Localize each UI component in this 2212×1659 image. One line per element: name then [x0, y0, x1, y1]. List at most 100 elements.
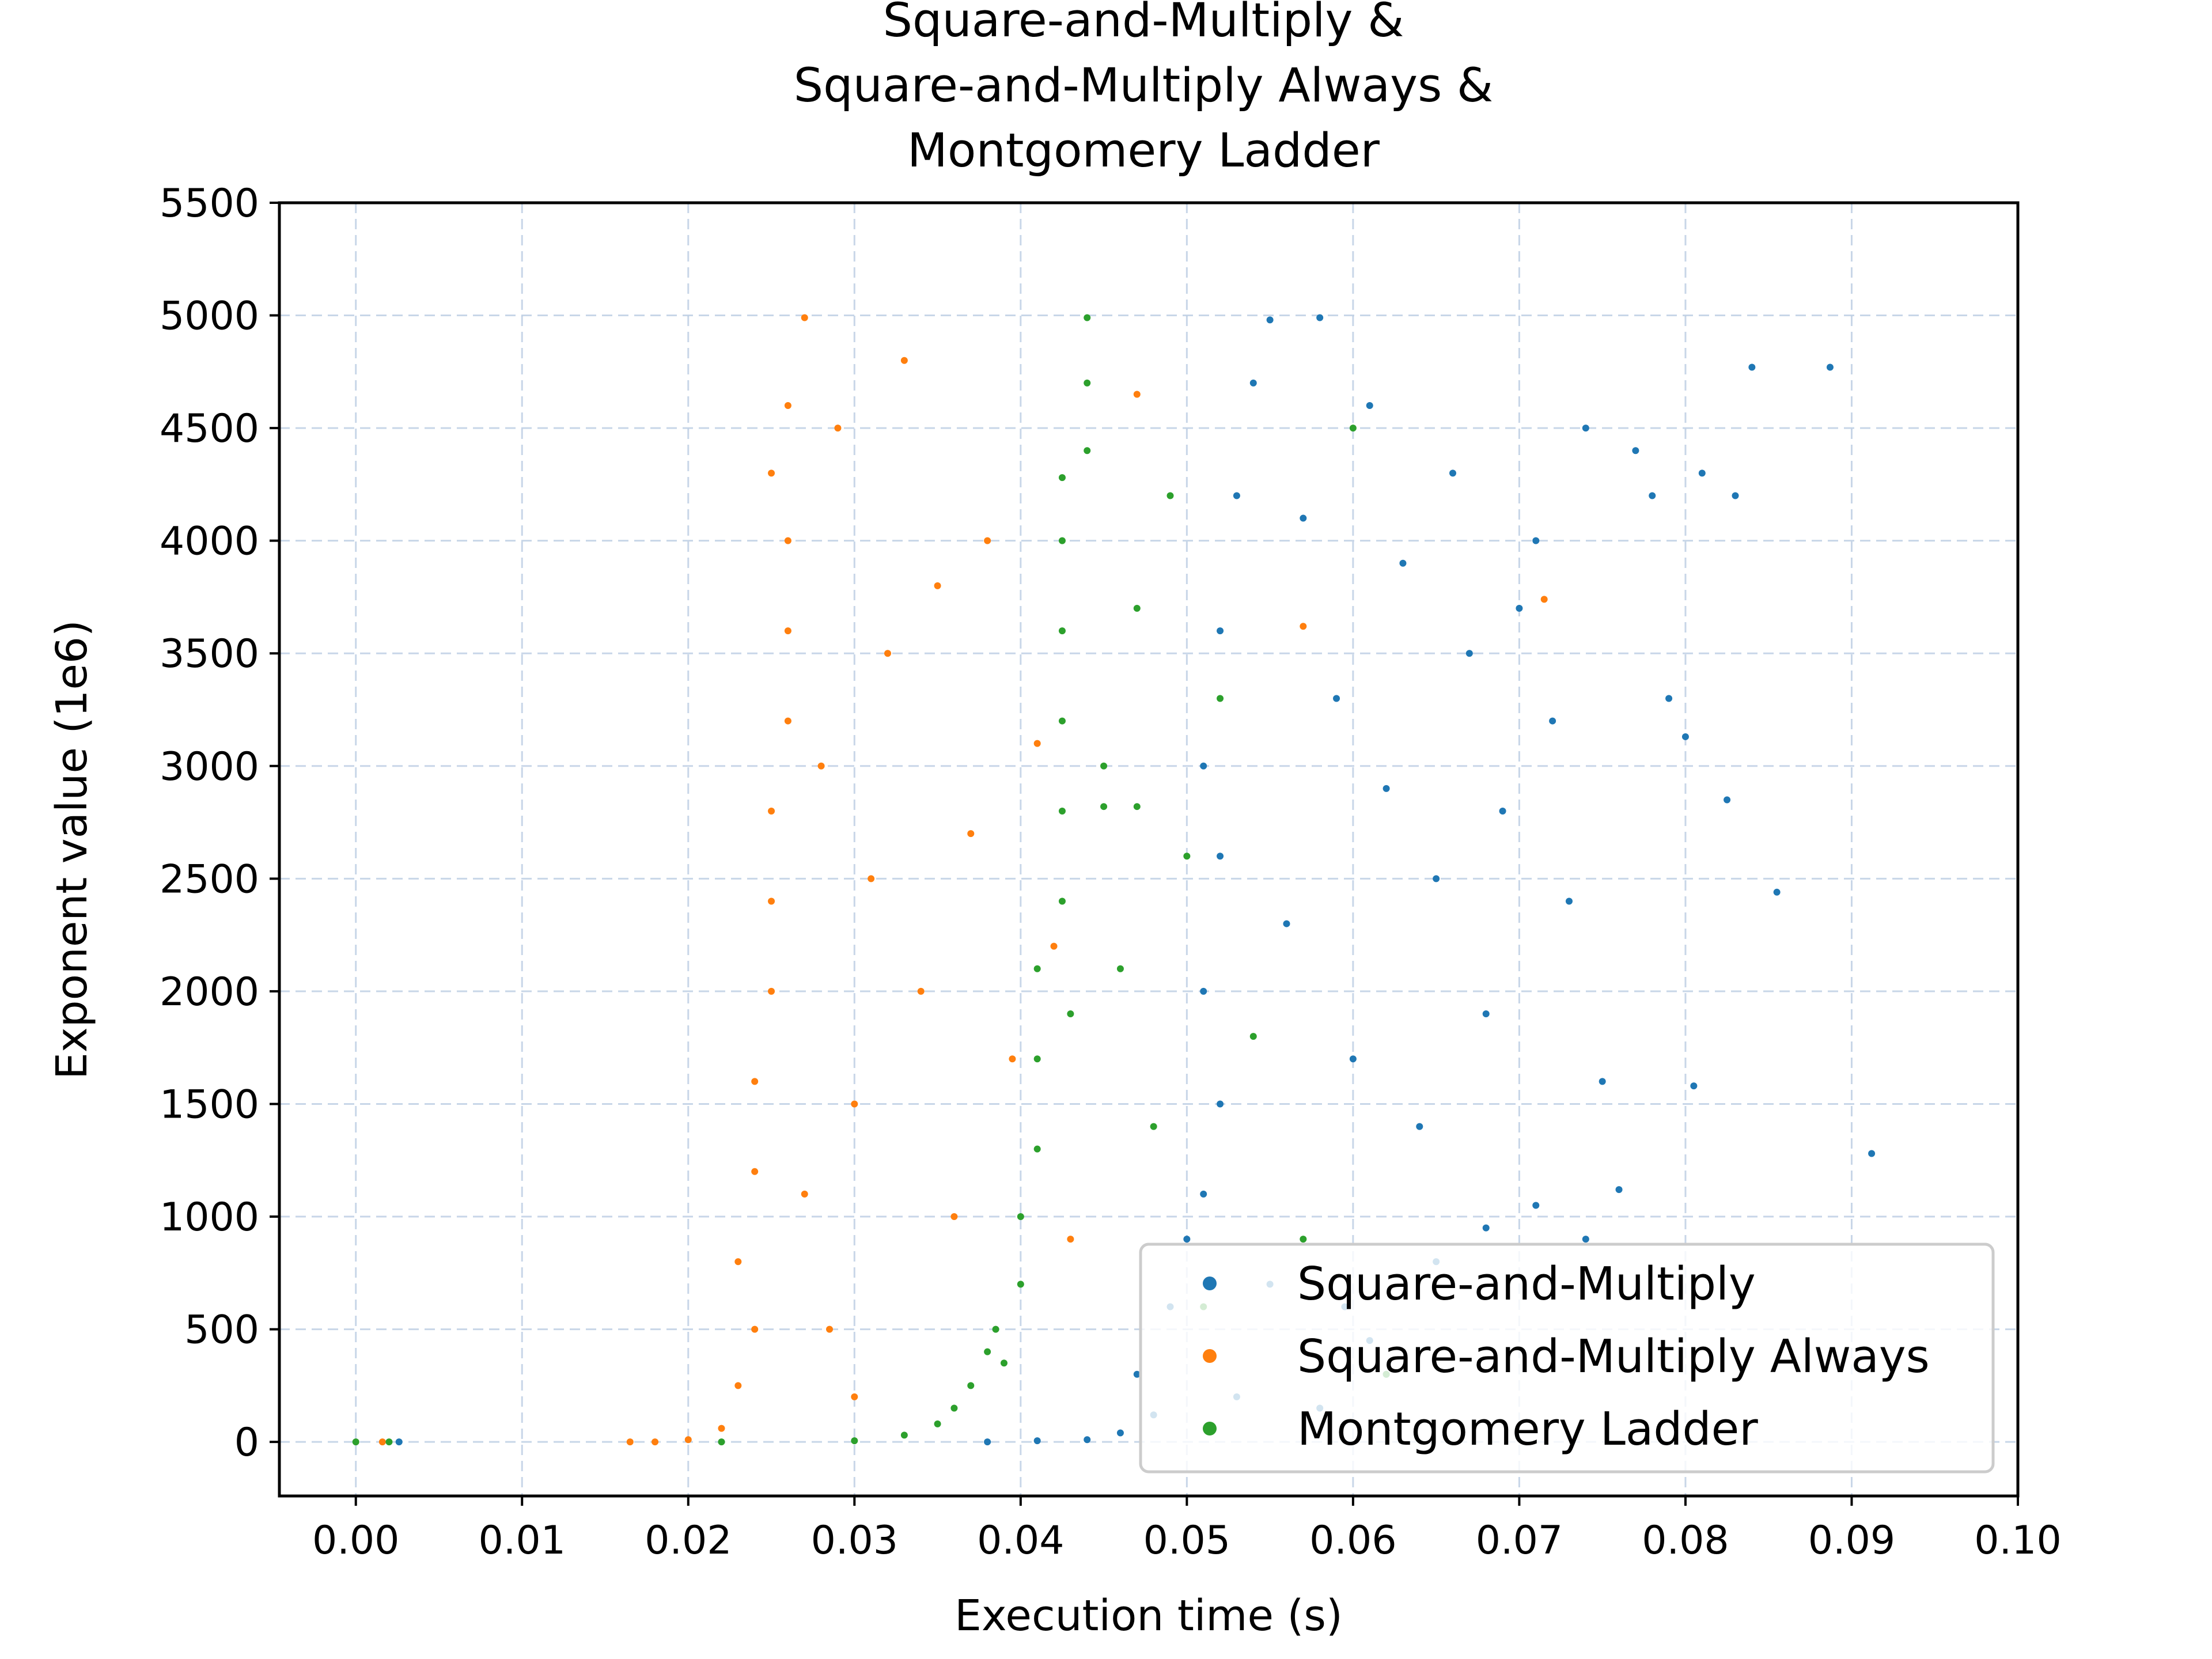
- legend-label-square-and-multiply-always: Square-and-Multiply Always: [1297, 1330, 1930, 1383]
- title-line-1: Square-and-Multiply &: [883, 0, 1404, 48]
- data-point: [1200, 762, 1207, 770]
- data-point: [1017, 1213, 1024, 1221]
- legend-marker-square-and-multiply: [1203, 1277, 1217, 1290]
- data-point: [1499, 808, 1506, 815]
- data-point: [718, 1438, 725, 1446]
- y-tick-label: 3500: [160, 631, 259, 677]
- legend-label-square-and-multiply: Square-and-Multiply: [1297, 1257, 1756, 1310]
- plot-area-frame: [278, 201, 2020, 1498]
- data-point: [950, 1404, 958, 1412]
- y-tick-label: 2000: [160, 969, 259, 1015]
- data-point: [1217, 853, 1224, 860]
- data-point: [967, 1382, 975, 1389]
- data-point: [1116, 1429, 1124, 1437]
- y-tick-label: 4000: [160, 519, 259, 565]
- data-point: [1217, 1100, 1224, 1108]
- x-tick-label: 0.00: [312, 1518, 399, 1563]
- x-tick-label: 0.10: [1974, 1518, 2061, 1563]
- data-point: [851, 1437, 858, 1445]
- data-point: [1217, 627, 1224, 635]
- data-point: [1516, 605, 1523, 612]
- data-point: [1067, 1236, 1074, 1243]
- y-tick-label: 4500: [160, 406, 259, 452]
- data-point: [1058, 537, 1066, 544]
- data-point: [1000, 1359, 1007, 1367]
- data-point: [1133, 391, 1141, 398]
- data-point: [1732, 492, 1739, 499]
- data-point: [1540, 596, 1548, 603]
- data-point: [1826, 363, 1834, 371]
- data-point: [900, 1431, 908, 1439]
- legend-box: [1139, 1243, 1995, 1474]
- data-point: [1233, 492, 1240, 499]
- data-point: [1773, 888, 1781, 896]
- data-point: [1349, 425, 1357, 432]
- data-point: [1166, 492, 1174, 499]
- data-point: [1266, 316, 1274, 324]
- data-point: [1681, 733, 1689, 740]
- data-point: [1349, 1055, 1357, 1063]
- data-point: [1133, 605, 1141, 612]
- data-point: [1133, 803, 1141, 810]
- data-point: [751, 1325, 759, 1333]
- data-point: [1200, 1190, 1207, 1198]
- data-point: [734, 1382, 742, 1389]
- data-point: [801, 1190, 808, 1198]
- data-point: [934, 1420, 941, 1427]
- y-tick-label: 2500: [160, 857, 259, 902]
- data-point: [992, 1325, 999, 1333]
- data-point: [950, 1213, 958, 1221]
- data-point: [1183, 853, 1191, 860]
- x-tick-label: 0.09: [1808, 1518, 1895, 1563]
- data-point: [1100, 803, 1108, 810]
- data-point: [984, 1348, 991, 1355]
- y-axis-ticks: 0 500 1000 1500 2000 2500 3000 3500 4000 4500 5000…: [160, 181, 279, 1465]
- data-point: [784, 627, 791, 635]
- data-point: [1565, 897, 1573, 905]
- data-point: [385, 1438, 393, 1446]
- y-tick-label: 0: [234, 1420, 259, 1465]
- legend-marker-montgomery-ladder: [1203, 1422, 1217, 1435]
- data-point: [1009, 1055, 1016, 1063]
- data-point: [1300, 623, 1307, 630]
- data-point: [684, 1436, 692, 1444]
- chart-title: Square-and-Multiply & Square-and-Multipl…: [794, 0, 1493, 178]
- x-tick-label: 0.03: [811, 1518, 898, 1563]
- title-line-2: Square-and-Multiply Always &: [794, 59, 1493, 113]
- data-point: [734, 1258, 742, 1266]
- data-point: [1333, 695, 1340, 702]
- data-point: [1084, 447, 1091, 454]
- x-tick-label: 0.06: [1309, 1518, 1396, 1563]
- series-2: [352, 314, 1390, 1446]
- data-point: [1649, 492, 1656, 499]
- data-point: [1058, 897, 1066, 905]
- data-point: [1100, 762, 1108, 770]
- data-point: [626, 1438, 634, 1446]
- x-tick-label: 0.08: [1642, 1518, 1729, 1563]
- data-point: [1482, 1224, 1490, 1232]
- grid: [279, 202, 2019, 1496]
- data-point: [1033, 740, 1041, 747]
- x-tick-label: 0.05: [1143, 1518, 1230, 1563]
- data-point: [1033, 1437, 1041, 1445]
- data-point: [1017, 1281, 1024, 1288]
- data-point: [768, 469, 775, 477]
- legend: Square-and-Multiply Square-and-Multiply …: [1139, 1243, 1995, 1474]
- data-point: [652, 1438, 659, 1446]
- data-point: [917, 987, 925, 995]
- data-point: [851, 1393, 858, 1400]
- data-point: [984, 1438, 991, 1446]
- data-point: [784, 717, 791, 725]
- data-point: [868, 875, 875, 882]
- y-tick-label: 5500: [160, 181, 259, 226]
- x-tick-label: 0.02: [645, 1518, 732, 1563]
- y-tick-label: 1500: [160, 1082, 259, 1127]
- data-point: [1399, 559, 1407, 567]
- y-axis-label: Exponent value (1e6): [47, 620, 97, 1080]
- data-point: [718, 1425, 725, 1432]
- data-point: [352, 1438, 359, 1446]
- series-1: [378, 314, 1548, 1446]
- legend-label-montgomery-ladder: Montgomery Ladder: [1297, 1403, 1758, 1456]
- data-point: [801, 314, 808, 321]
